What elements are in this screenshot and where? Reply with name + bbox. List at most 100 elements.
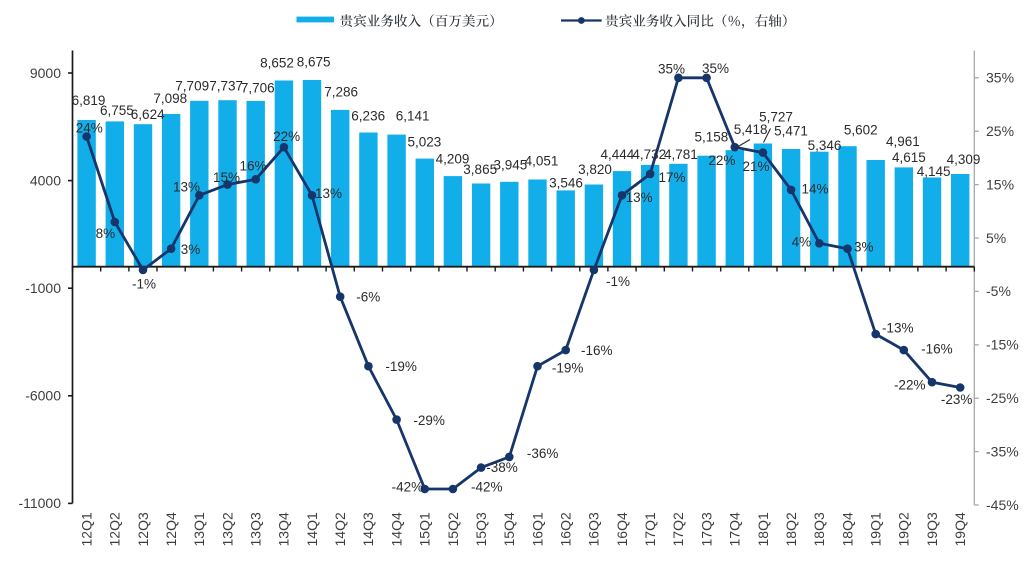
svg-text:13Q4: 13Q4 — [276, 512, 292, 546]
svg-text:3,945: 3,945 — [494, 158, 528, 173]
svg-text:8,675: 8,675 — [297, 55, 331, 70]
svg-text:19Q3: 19Q3 — [924, 512, 940, 546]
svg-text:5%: 5% — [986, 230, 1006, 246]
svg-text:14Q2: 14Q2 — [332, 512, 348, 546]
svg-text:-6000: -6000 — [25, 388, 61, 404]
svg-text:17Q4: 17Q4 — [727, 512, 743, 546]
svg-text:4%: 4% — [792, 235, 812, 250]
svg-text:35%: 35% — [702, 61, 729, 76]
svg-text:18Q4: 18Q4 — [839, 512, 855, 546]
svg-text:7,098: 7,098 — [153, 91, 187, 106]
svg-text:6,141: 6,141 — [396, 109, 430, 124]
svg-text:5,602: 5,602 — [844, 123, 878, 138]
svg-text:3,820: 3,820 — [578, 162, 612, 177]
svg-text:7,737: 7,737 — [209, 78, 243, 93]
svg-text:-16%: -16% — [921, 341, 953, 356]
svg-text:14Q4: 14Q4 — [388, 512, 404, 546]
svg-text:13Q3: 13Q3 — [248, 512, 264, 546]
svg-text:-16%: -16% — [581, 343, 613, 358]
svg-text:-5%: -5% — [986, 283, 1011, 299]
svg-text:5,158: 5,158 — [695, 130, 729, 145]
svg-text:19Q4: 19Q4 — [952, 512, 968, 546]
svg-text:6,755: 6,755 — [100, 103, 134, 118]
svg-text:18Q1: 18Q1 — [755, 512, 771, 546]
svg-text:25%: 25% — [986, 123, 1014, 139]
svg-text:16Q1: 16Q1 — [529, 512, 545, 546]
svg-text:21%: 21% — [742, 159, 769, 174]
svg-text:12Q4: 12Q4 — [163, 512, 179, 546]
svg-text:18Q2: 18Q2 — [783, 512, 799, 546]
svg-text:16Q3: 16Q3 — [586, 512, 602, 546]
svg-text:7,286: 7,286 — [324, 85, 358, 100]
svg-text:7,709: 7,709 — [175, 78, 209, 93]
svg-text:5,727: 5,727 — [759, 109, 793, 124]
svg-text:5,023: 5,023 — [408, 134, 442, 149]
svg-text:6,624: 6,624 — [131, 107, 165, 122]
svg-text:22%: 22% — [273, 129, 300, 144]
svg-text:-15%: -15% — [986, 337, 1019, 353]
svg-text:15%: 15% — [986, 176, 1014, 192]
svg-text:3%: 3% — [854, 239, 874, 254]
svg-text:4,309: 4,309 — [947, 152, 981, 167]
svg-text:4,615: 4,615 — [892, 150, 926, 165]
svg-text:14Q3: 14Q3 — [360, 512, 376, 546]
svg-text:-35%: -35% — [986, 443, 1019, 459]
svg-text:3,865: 3,865 — [463, 162, 497, 177]
svg-text:-22%: -22% — [894, 377, 926, 392]
svg-text:12Q3: 12Q3 — [135, 512, 151, 546]
svg-text:8,652: 8,652 — [260, 56, 294, 71]
svg-text:4,444: 4,444 — [601, 147, 635, 162]
svg-text:16Q2: 16Q2 — [558, 512, 574, 546]
svg-text:14%: 14% — [801, 181, 828, 196]
svg-text:4000: 4000 — [30, 172, 61, 188]
svg-text:-19%: -19% — [385, 359, 417, 374]
svg-text:17Q2: 17Q2 — [670, 512, 686, 546]
svg-text:5,346: 5,346 — [808, 138, 842, 153]
svg-text:16Q4: 16Q4 — [614, 512, 630, 546]
svg-text:4,781: 4,781 — [664, 147, 698, 162]
svg-text:15Q3: 15Q3 — [473, 512, 489, 546]
svg-text:19Q1: 19Q1 — [868, 512, 884, 546]
svg-text:17%: 17% — [658, 170, 685, 185]
svg-text:3,546: 3,546 — [549, 176, 583, 191]
svg-text:4,961: 4,961 — [886, 134, 920, 149]
svg-text:8%: 8% — [96, 226, 116, 241]
svg-text:-25%: -25% — [986, 390, 1019, 406]
svg-text:17Q3: 17Q3 — [698, 512, 714, 546]
svg-text:19Q2: 19Q2 — [896, 512, 912, 546]
svg-text:15Q4: 15Q4 — [501, 512, 517, 546]
svg-text:7,706: 7,706 — [241, 81, 275, 96]
svg-text:12Q2: 12Q2 — [107, 512, 123, 546]
svg-text:-1%: -1% — [606, 274, 630, 289]
svg-text:18Q3: 18Q3 — [811, 512, 827, 546]
svg-text:15%: 15% — [213, 170, 240, 185]
svg-text:-13%: -13% — [882, 320, 914, 335]
svg-text:35%: 35% — [986, 70, 1014, 86]
svg-text:13%: 13% — [315, 186, 342, 201]
svg-text:-6%: -6% — [356, 289, 380, 304]
svg-text:13Q2: 13Q2 — [219, 512, 235, 546]
svg-text:17Q1: 17Q1 — [642, 512, 658, 546]
svg-text:-1000: -1000 — [25, 280, 61, 296]
svg-text:15Q2: 15Q2 — [445, 512, 461, 546]
svg-text:-45%: -45% — [986, 497, 1019, 513]
svg-text:35%: 35% — [658, 62, 685, 77]
svg-text:13Q1: 13Q1 — [191, 512, 207, 546]
svg-text:-36%: -36% — [527, 446, 559, 461]
svg-text:5,471: 5,471 — [774, 123, 808, 138]
svg-text:-42%: -42% — [471, 480, 503, 495]
svg-text:24%: 24% — [76, 121, 103, 136]
svg-text:4,145: 4,145 — [917, 164, 951, 179]
svg-text:4,732: 4,732 — [632, 147, 666, 162]
svg-text:-19%: -19% — [552, 361, 584, 376]
svg-text:5,418: 5,418 — [734, 122, 768, 137]
svg-text:4,209: 4,209 — [436, 152, 470, 167]
svg-text:6,236: 6,236 — [351, 109, 385, 124]
svg-text:-42%: -42% — [392, 480, 424, 495]
svg-text:16%: 16% — [239, 159, 266, 174]
svg-text:13%: 13% — [626, 190, 653, 205]
svg-text:9000: 9000 — [30, 65, 61, 81]
svg-text:-38%: -38% — [486, 460, 518, 475]
svg-text:6,819: 6,819 — [72, 93, 106, 108]
svg-text:-11000: -11000 — [18, 495, 61, 511]
